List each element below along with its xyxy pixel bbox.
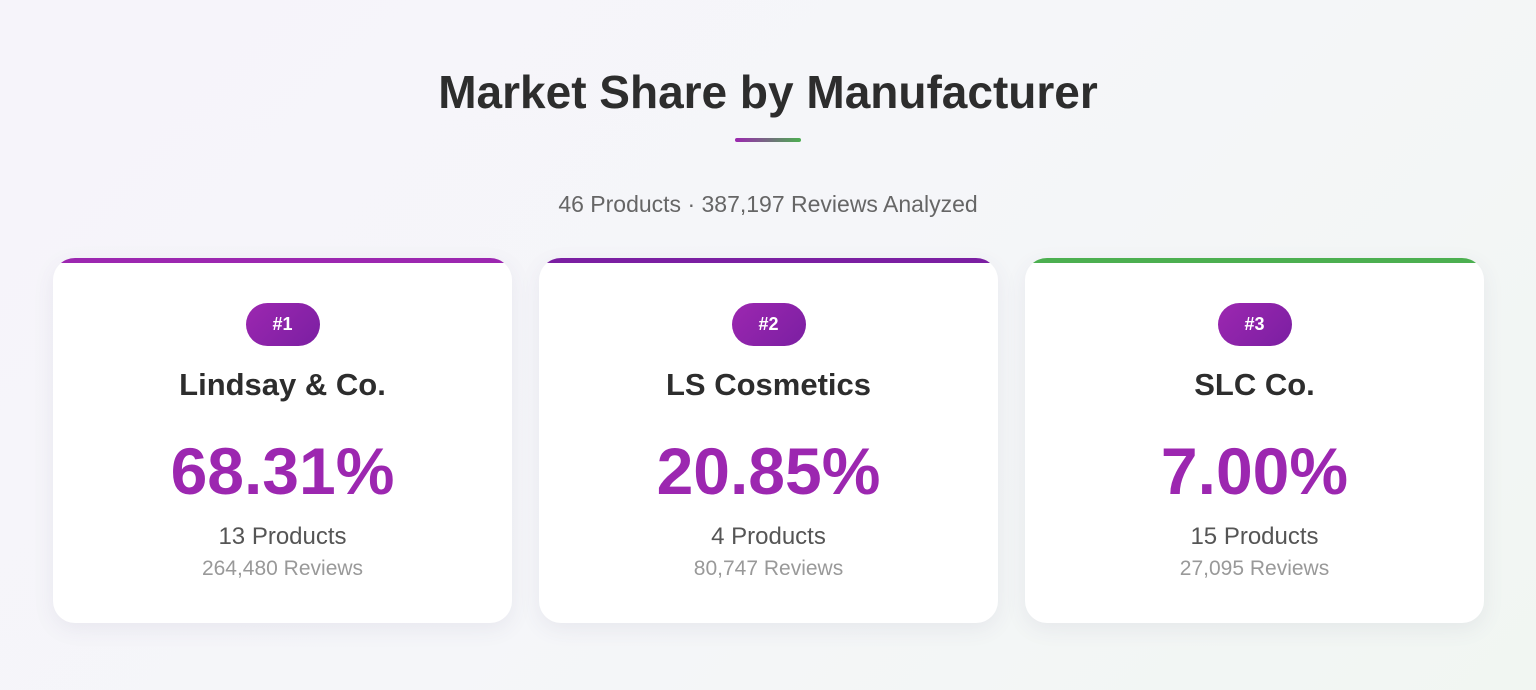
card-accent-bar	[1025, 258, 1484, 263]
review-count: 80,747 Reviews	[693, 557, 844, 580]
product-count: 15 Products	[1190, 523, 1319, 550]
review-count: 264,480 Reviews	[201, 557, 364, 580]
rank-badge: #1	[245, 303, 320, 346]
card-accent-bar	[539, 258, 998, 263]
manufacturer-card-2: #2 LS Cosmetics 20.85% 4 Products 80,747…	[539, 258, 998, 623]
market-share-value: 7.00%	[1160, 434, 1349, 508]
manufacturer-card-3: #3 SLC Co. 7.00% 15 Products 27,095 Revi…	[1025, 258, 1484, 623]
page-title: Market Share by Manufacturer	[438, 66, 1098, 118]
manufacturer-name: SLC Co.	[1194, 367, 1315, 402]
card-accent-bar	[53, 258, 512, 263]
manufacturer-name: Lindsay & Co.	[179, 367, 386, 402]
review-count: 27,095 Reviews	[1179, 557, 1330, 580]
product-count: 13 Products	[218, 523, 347, 550]
title-divider	[735, 138, 801, 142]
market-share-value: 68.31%	[170, 434, 395, 508]
manufacturer-name: LS Cosmetics	[665, 367, 871, 402]
rank-badge: #3	[1217, 303, 1292, 346]
manufacturer-cards: #1 Lindsay & Co. 68.31% 13 Products 264,…	[53, 258, 1484, 623]
market-share-value: 20.85%	[656, 434, 881, 508]
manufacturer-card-1: #1 Lindsay & Co. 68.31% 13 Products 264,…	[53, 258, 512, 623]
product-count: 4 Products	[711, 523, 826, 550]
rank-badge: #2	[731, 303, 806, 346]
summary-subtitle: 46 Products · 387,197 Reviews Analyzed	[558, 191, 978, 217]
